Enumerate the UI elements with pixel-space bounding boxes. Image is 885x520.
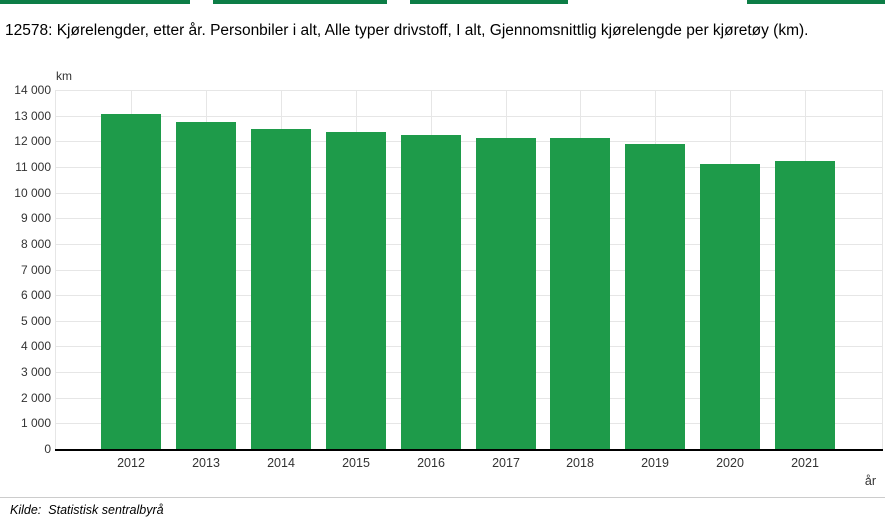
- x-tick-label-2020: 2020: [716, 456, 744, 470]
- y-tick-label: 14 000: [14, 83, 51, 97]
- y-gridline: [55, 295, 882, 296]
- x-axis-line: [55, 449, 883, 451]
- y-gridline: [55, 346, 882, 347]
- y-gridline: [55, 90, 882, 91]
- y-gridline: [55, 244, 882, 245]
- x-tick-label-2015: 2015: [342, 456, 370, 470]
- top-tab-indicator-1[interactable]: [0, 0, 190, 4]
- source-label: Kilde:: [10, 503, 42, 517]
- bar-2016[interactable]: [401, 135, 461, 449]
- y-tick-label: 0: [44, 442, 51, 456]
- x-tick-label-2016: 2016: [417, 456, 445, 470]
- y-tick-label: 2 000: [20, 391, 51, 405]
- y-gridline: [55, 398, 882, 399]
- chart-title: 12578: Kjørelengder, etter år. Personbil…: [5, 22, 809, 39]
- bar-2013[interactable]: [176, 122, 236, 449]
- y-tick-label: 11 000: [15, 160, 51, 174]
- bar-2017[interactable]: [476, 138, 536, 449]
- y-gridline: [55, 218, 882, 219]
- x-axis-title: år: [864, 474, 876, 488]
- y-gridline: [55, 141, 882, 142]
- bar-2020[interactable]: [700, 164, 760, 449]
- y-tick-label: 5 000: [20, 314, 51, 328]
- y-axis-unit-label: km: [56, 69, 72, 83]
- y-tick-label: 4 000: [20, 339, 51, 353]
- plot-border-left: [55, 90, 56, 449]
- y-tick-label: 3 000: [20, 365, 51, 379]
- x-tick-label-2019: 2019: [641, 456, 669, 470]
- x-tick-label-2014: 2014: [267, 456, 295, 470]
- footer-divider: [0, 497, 885, 498]
- source-note: Kilde: Statistisk sentralbyrå: [10, 503, 164, 517]
- x-tick-label-2018: 2018: [566, 456, 594, 470]
- y-tick-label: 6 000: [20, 288, 51, 302]
- plot-border-right: [882, 90, 883, 449]
- y-gridline: [55, 167, 882, 168]
- bar-2015[interactable]: [326, 132, 386, 449]
- y-tick-label: 10 000: [14, 186, 51, 200]
- y-tick-label: 8 000: [20, 237, 51, 251]
- y-tick-label: 9 000: [20, 211, 51, 225]
- y-tick-label: 12 000: [14, 134, 51, 148]
- x-tick-label-2013: 2013: [192, 456, 220, 470]
- y-gridline: [55, 372, 882, 373]
- bar-chart: km år 0 1 000 2 000 3 000 4 000 5 000 6 000 7 0…: [14, 69, 883, 488]
- y-gridline: [55, 193, 882, 194]
- y-gridline: [55, 116, 882, 117]
- top-tab-indicator-3[interactable]: [410, 0, 568, 4]
- x-tick-label-2017: 2017: [492, 456, 520, 470]
- source-value: Statistisk sentralbyrå: [48, 503, 164, 517]
- top-tab-indicator-4[interactable]: [747, 0, 885, 4]
- bar-2019[interactable]: [625, 144, 685, 449]
- top-tab-indicator-2[interactable]: [213, 0, 387, 4]
- x-tick-label-2021: 2021: [791, 456, 819, 470]
- y-gridline: [55, 270, 882, 271]
- bar-2018[interactable]: [550, 138, 610, 449]
- bar-2014[interactable]: [251, 129, 311, 449]
- y-tick-label: 13 000: [14, 109, 51, 123]
- y-gridline: [55, 423, 882, 424]
- y-tick-label: 7 000: [20, 263, 51, 277]
- bar-2012[interactable]: [101, 114, 161, 449]
- y-tick-label: 1 000: [20, 416, 51, 430]
- bar-2021[interactable]: [775, 161, 835, 449]
- y-gridline: [55, 321, 882, 322]
- x-tick-label-2012: 2012: [117, 456, 145, 470]
